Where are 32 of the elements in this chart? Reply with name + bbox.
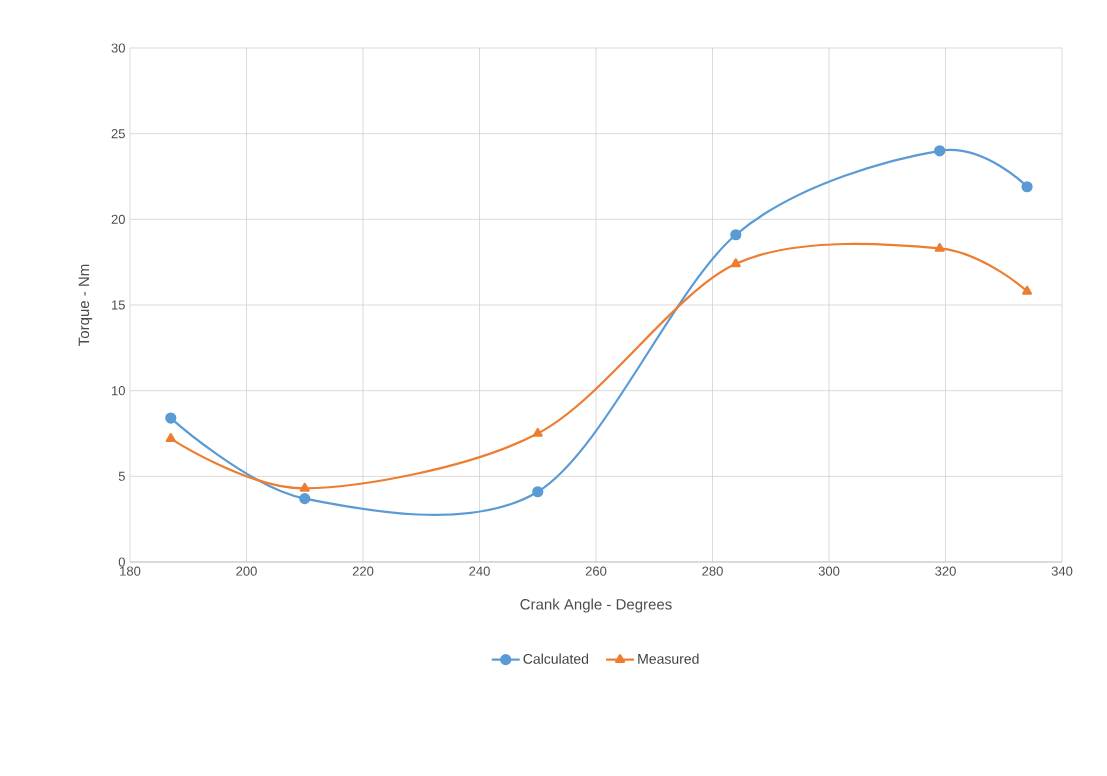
y-axis-title: Torque - Nm — [78, 264, 93, 346]
x-tick-label: 300 — [818, 566, 840, 576]
point — [1021, 181, 1033, 193]
point — [730, 229, 742, 241]
x-tick-label: 200 — [236, 566, 257, 576]
y-tick-label: 10 — [112, 386, 125, 396]
point — [934, 242, 945, 252]
x-axis-title: Crank Angle - Degrees — [520, 598, 672, 613]
point — [165, 412, 177, 424]
x-tick-label: 220 — [352, 566, 374, 576]
point — [1022, 285, 1033, 295]
y-tick-label: 15 — [112, 300, 125, 310]
point — [532, 427, 543, 437]
y-tick-label: 30 — [111, 43, 125, 53]
point — [165, 433, 176, 442]
y-tick-label: 25 — [111, 129, 125, 139]
point — [299, 482, 310, 492]
x-tick-label: 320 — [935, 566, 956, 576]
y-tick-label: 5 — [118, 471, 125, 481]
point — [299, 493, 311, 505]
x-tick-label: 240 — [469, 566, 490, 576]
x-tick-label: 180 — [120, 566, 141, 576]
point — [532, 486, 544, 498]
x-tick-label: 260 — [585, 566, 607, 576]
legend-label: Calculated — [523, 653, 589, 664]
x-tick-label: 340 — [1051, 566, 1073, 576]
point — [730, 258, 741, 268]
legend-label: Measured — [638, 653, 699, 664]
y-tick-label: 0 — [118, 557, 125, 567]
y-tick-label: 20 — [111, 214, 125, 224]
point — [934, 145, 946, 157]
x-tick-label: 280 — [702, 566, 723, 576]
